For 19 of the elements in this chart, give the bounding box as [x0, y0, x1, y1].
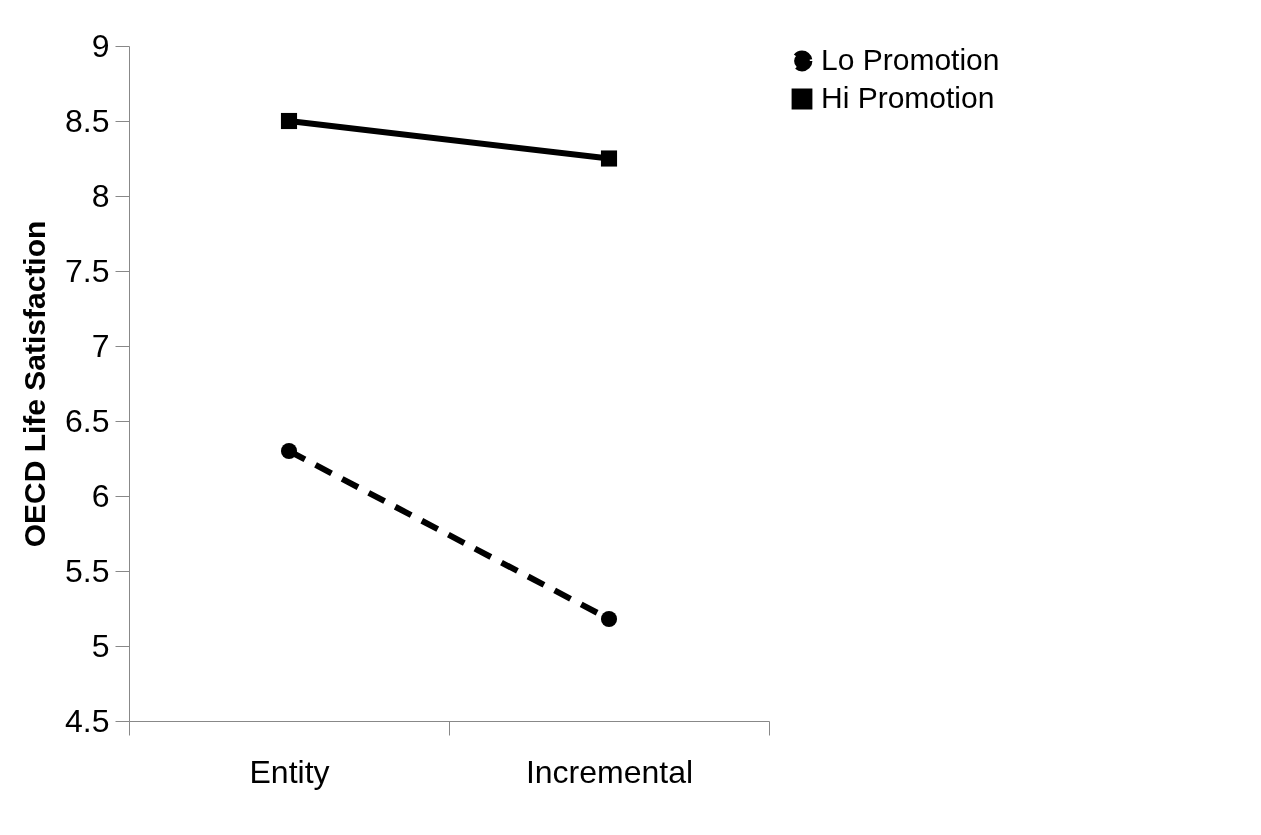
point	[600, 610, 618, 628]
y-tick-label: 8	[91, 177, 110, 214]
y-tick-label: 9	[91, 27, 110, 64]
y-tick-label: 7	[91, 327, 110, 364]
point	[280, 442, 298, 460]
point	[600, 150, 618, 167]
x-tick-label: Entity	[249, 753, 330, 790]
y-tick-label: 8.5	[65, 102, 110, 139]
y-tick-label: 6	[91, 477, 110, 514]
legend-label: Lo Promotion	[821, 43, 1000, 76]
y-tick-label: 5	[91, 627, 110, 664]
y-tick-label: 7.5	[65, 252, 110, 289]
legend-label: Hi Promotion	[821, 81, 995, 114]
y-axis-title: OECD Life Satisfaction	[18, 220, 52, 548]
x-tick-label: Incremental	[525, 753, 694, 790]
point	[280, 112, 298, 130]
y-tick-label: 4.5	[65, 702, 110, 739]
y-tick-label: 5.5	[65, 552, 110, 589]
y-tick-label: 6.5	[65, 402, 110, 439]
